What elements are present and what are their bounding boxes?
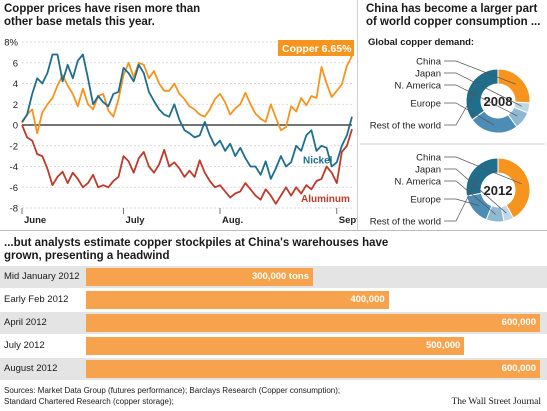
aluminum-label: Aluminum: [301, 194, 350, 205]
y-tick-label: -8: [10, 204, 18, 215]
x-tick-label: July: [126, 215, 146, 226]
leader-line: [444, 72, 523, 107]
y-tick-label: -4: [10, 162, 18, 173]
x-tick-label: Sept.: [339, 215, 357, 226]
y-tick-label: 8%: [4, 38, 18, 49]
donut-legend-label: Rest of the world: [370, 217, 441, 228]
donut-legend-label: Europe: [410, 195, 441, 206]
bar-value-label: 500,000: [425, 340, 461, 351]
copper-label: Copper 6.65%: [278, 40, 354, 57]
donut-legend-label: China: [416, 153, 442, 164]
bar-category-label: August 2012: [4, 363, 58, 374]
bar-category-label: April 2012: [4, 317, 47, 328]
y-tick-label: 0: [13, 121, 18, 132]
leader-line: [444, 102, 495, 126]
bar-category-label: Mid January 2012: [4, 271, 80, 282]
x-tick-label: Aug.: [222, 215, 243, 226]
bar: 600,000: [86, 360, 540, 378]
donut-legend-label: Europe: [410, 99, 441, 110]
bar-value-label: 600,000: [501, 317, 536, 328]
bar-category-label: July 2012: [4, 340, 45, 351]
leader-line: [444, 168, 507, 214]
donut-legend-label: N. America: [395, 81, 442, 92]
line-chart: 8% 6 4 2 0 -2 -4 -6 -8 June July Aug. Sept. Copper 6.…: [4, 38, 357, 227]
series-line-copper: [21, 55, 353, 135]
bar-value-label: 300,000 tons: [251, 271, 309, 282]
donut-legend-label: N. America: [395, 177, 442, 188]
bar-value-label: 400,000: [350, 294, 385, 305]
donut-year-label: 2012: [484, 183, 513, 198]
x-tick-label: June: [24, 215, 46, 226]
bar: 600,000: [86, 314, 540, 332]
bar: 400,000: [86, 291, 389, 309]
bar-value-label: 600,000: [501, 363, 536, 374]
donut-slice-rest-of-the-world: [465, 68, 499, 121]
bar: 300,000 tons: [86, 268, 313, 286]
donut-legend-label: Japan: [415, 69, 441, 80]
pie-section-subtitle: Global copper demand:: [368, 37, 475, 48]
bar-category-label: Early Feb 2012: [4, 294, 69, 305]
donut-legend-label: Rest of the world: [370, 121, 441, 132]
footer-brand: The Wall Street Journal: [451, 397, 541, 407]
line-chart-title: Copper prices have risen more than other…: [4, 3, 201, 28]
y-tick-label: 2: [13, 100, 18, 111]
series-line-aluminum: [21, 124, 353, 205]
leader-line: [444, 174, 480, 222]
bar-chart-title: ...but analysts estimate copper stockpil…: [4, 237, 389, 262]
donut-legend-label: Japan: [415, 165, 441, 176]
leader-line: [444, 60, 516, 85]
leader-line: [444, 156, 522, 185]
nickel-label: Nickel: [303, 155, 333, 166]
bar-chart: Mid January 2012 300,000 tons Early Feb 20…: [0, 266, 547, 382]
series-line-nickel: [21, 53, 353, 180]
pie-section-title: China has become a larger part of world …: [366, 3, 541, 28]
y-tick-label: 6: [13, 58, 18, 69]
svg-text:Copper 6.65%: Copper 6.65%: [282, 43, 352, 55]
leader-line: [444, 84, 518, 117]
horizontal-divider: [0, 230, 547, 231]
y-tick-label: -6: [10, 183, 18, 194]
donut-legend-label: China: [416, 57, 442, 68]
y-tick-label: -2: [10, 141, 18, 152]
bar: 500,000: [86, 337, 465, 355]
footer-sources: Sources: Market Data Group (futures perf…: [4, 386, 341, 395]
y-tick-label: 4: [13, 79, 18, 90]
donut-slice-rest-of-the-world: [465, 157, 499, 197]
vertical-divider: [357, 0, 358, 230]
footer-sources-2: Standard Chartered Research (copper stor…: [4, 397, 174, 406]
leader-line: [444, 180, 496, 215]
leader-line: [444, 89, 477, 126]
leader-line: [444, 198, 480, 206]
